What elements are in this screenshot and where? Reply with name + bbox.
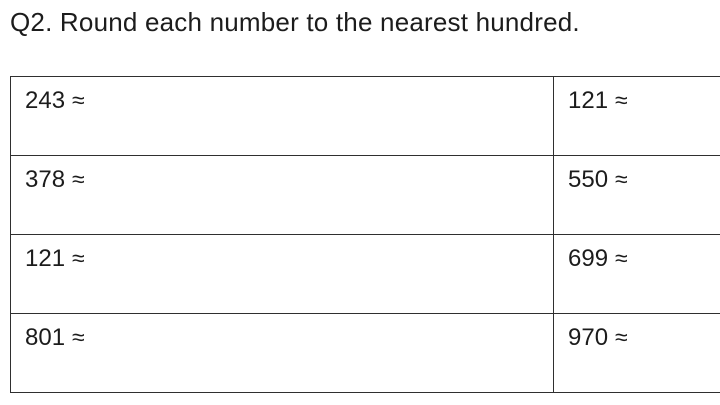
number-label: 550 xyxy=(568,166,609,193)
approx-symbol: ≈ xyxy=(615,324,628,350)
approx-symbol: ≈ xyxy=(72,245,85,271)
table-row: 121 ≈ 699 ≈ xyxy=(10,234,720,314)
number-label: 121 xyxy=(568,87,609,114)
answer-cell[interactable]: 243 ≈ xyxy=(10,76,554,156)
table-row: 243 ≈ 121 ≈ xyxy=(10,76,720,156)
number-label: 378 xyxy=(25,166,66,193)
answer-cell[interactable]: 121 ≈ xyxy=(553,76,720,156)
answer-cell[interactable]: 550 ≈ xyxy=(553,155,720,235)
number-label: 801 xyxy=(25,324,66,351)
answer-cell[interactable]: 378 ≈ xyxy=(10,155,554,235)
number-label: 699 xyxy=(568,245,609,272)
approx-symbol: ≈ xyxy=(72,87,85,113)
question-title: Q2. Round each number to the nearest hun… xyxy=(10,7,580,37)
rounding-table: 243 ≈ 121 ≈ 378 ≈ 550 ≈ 121 ≈ xyxy=(10,76,720,393)
table-row: 378 ≈ 550 ≈ xyxy=(10,155,720,235)
approx-symbol: ≈ xyxy=(615,87,628,113)
rounding-table-grid: 243 ≈ 121 ≈ 378 ≈ 550 ≈ 121 ≈ xyxy=(10,76,720,393)
approx-symbol: ≈ xyxy=(615,245,628,271)
number-label: 121 xyxy=(25,245,66,272)
answer-cell[interactable]: 699 ≈ xyxy=(553,234,720,314)
answer-cell[interactable]: 121 ≈ xyxy=(10,234,554,314)
approx-symbol: ≈ xyxy=(615,166,628,192)
answer-cell[interactable]: 801 ≈ xyxy=(10,313,554,393)
approx-symbol: ≈ xyxy=(72,166,85,192)
number-label: 243 xyxy=(25,87,66,114)
number-label: 970 xyxy=(568,324,609,351)
table-row: 801 ≈ 970 ≈ xyxy=(10,313,720,393)
answer-cell[interactable]: 970 ≈ xyxy=(553,313,720,393)
approx-symbol: ≈ xyxy=(72,324,85,350)
